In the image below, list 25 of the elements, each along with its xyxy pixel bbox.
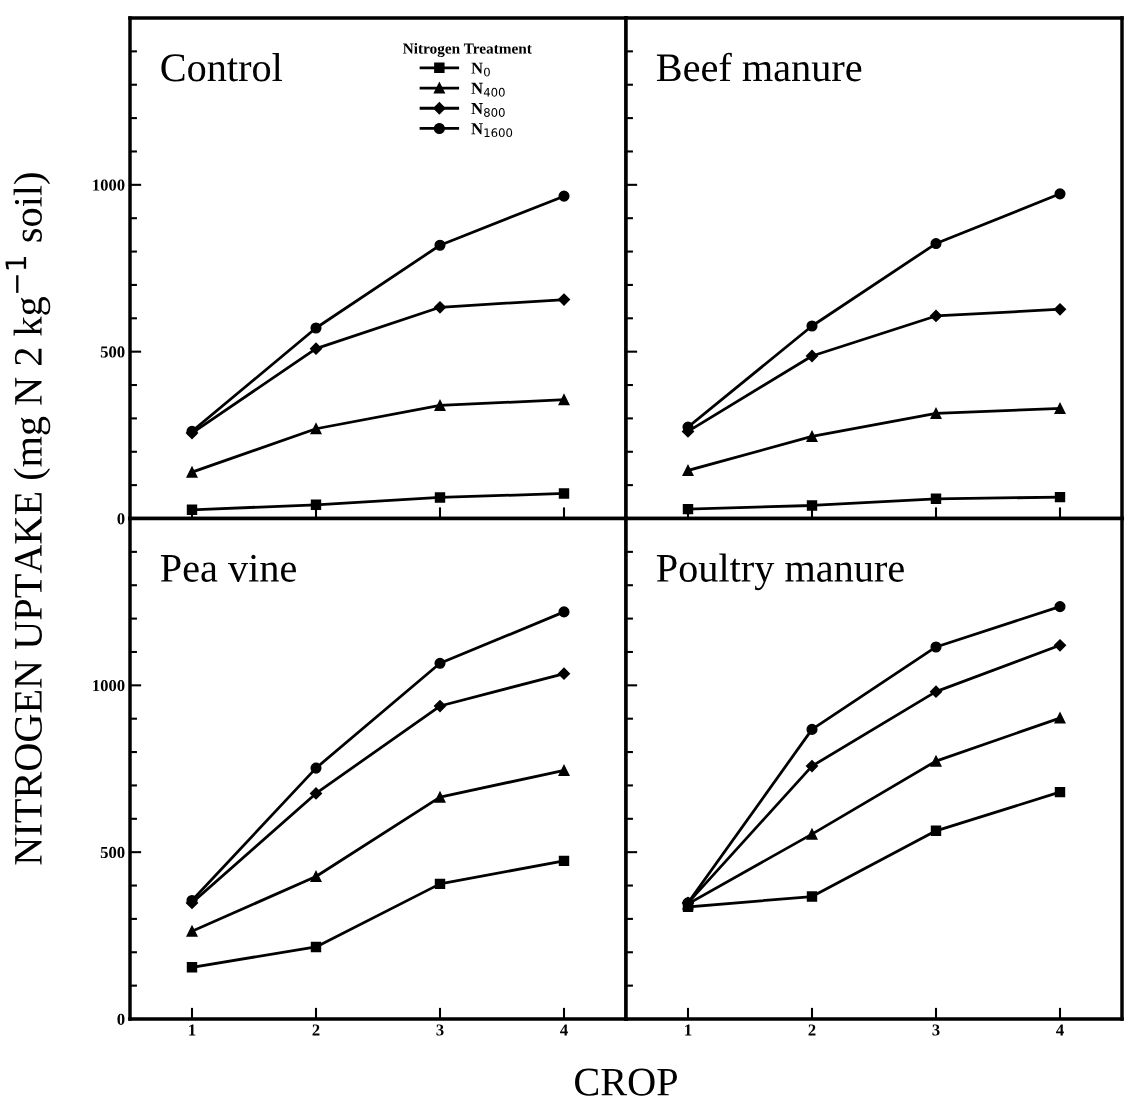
- y-tick-label: 500: [100, 846, 125, 859]
- x-tick-label: 3: [436, 1024, 444, 1036]
- text: Pea vine: [160, 554, 296, 582]
- y-tick-label: 1000: [93, 179, 125, 191]
- x-tick-label: 2: [312, 1024, 320, 1036]
- x-tick-label: 2: [808, 1024, 816, 1036]
- legend-label: N$_{400}$: [471, 82, 505, 97]
- y-tick-label: 1000: [93, 680, 125, 692]
- x-tick-label: 1: [685, 1024, 692, 1036]
- x-axis-title: CROP: [575, 1068, 677, 1096]
- x-tick-label: 4: [560, 1024, 568, 1036]
- legend-title: Nitrogen Treatment: [402, 43, 532, 57]
- legend-label: N$_{1600}$: [471, 123, 513, 138]
- text: Control: [161, 53, 283, 82]
- text: Poultry manure: [656, 553, 904, 591]
- y-tick-label: 0: [117, 1013, 125, 1025]
- x-tick-label: 3: [932, 1024, 940, 1036]
- legend-label: N$_{800}$: [471, 103, 505, 117]
- y-tick-label: 500: [100, 346, 125, 358]
- legend-label: N$_{0}$: [471, 62, 490, 77]
- y-axis-title: NITROGEN UPTAKE (mg N 2 kg$^{−1}$ soil): [5, 173, 51, 865]
- x-tick-label: 1: [189, 1024, 196, 1036]
- y-tick-label: 0: [117, 513, 125, 525]
- text: Beef manure: [656, 52, 862, 82]
- x-tick-label: 4: [1056, 1024, 1064, 1036]
